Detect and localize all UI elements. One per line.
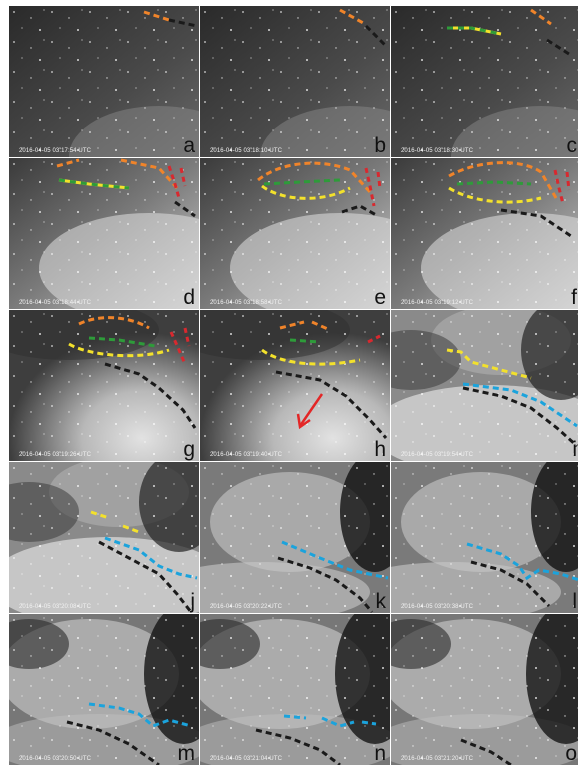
timestamp: 2016-04-05 03:18:10 UTC bbox=[210, 148, 283, 154]
panel-b: 2016-04-05 03:18:10 UTC b bbox=[200, 6, 390, 157]
boundary-overlay-l bbox=[466, 542, 578, 608]
panel-a: 2016-04-05 03:17:54 UTC a bbox=[9, 6, 199, 157]
panel-k: 2016-04-05 03:20:22 UTC k bbox=[200, 462, 390, 613]
panel-label: f bbox=[571, 286, 577, 309]
timestamp: 2016-04-05 03:19:40 UTC bbox=[210, 452, 283, 458]
timestamp: 2016-04-05 03:21:20 UTC bbox=[401, 756, 474, 762]
timestamp: 2016-04-05 03:20:22 UTC bbox=[210, 604, 283, 610]
panel-label: g bbox=[183, 438, 195, 461]
boundary-overlay-m bbox=[66, 702, 192, 765]
panel-label: d bbox=[183, 286, 195, 309]
panel-m: 2016-04-05 03:20:50 UTC m bbox=[9, 614, 199, 765]
timestamp: 2016-04-05 03:19:54 UTC bbox=[401, 452, 474, 458]
panel-label: i bbox=[572, 438, 577, 461]
panel-label: a bbox=[183, 134, 195, 157]
boundary-overlay-e bbox=[257, 161, 382, 218]
panel-e: 2016-04-05 03:18:58 UTC e bbox=[200, 158, 390, 309]
boundary-overlay-c bbox=[447, 8, 570, 56]
panel-label: c bbox=[566, 134, 578, 157]
boundary-overlay-d bbox=[56, 158, 196, 218]
timestamp: 2016-04-05 03:20:50 UTC bbox=[19, 756, 92, 762]
timestamp: 2016-04-05 03:21:04 UTC bbox=[210, 756, 283, 762]
boundary-overlay-h bbox=[261, 320, 388, 439]
panel-label: k bbox=[375, 590, 387, 613]
boundary-overlay-i bbox=[446, 348, 578, 448]
panel-g: 2016-04-05 03:19:26 UTC g bbox=[9, 310, 199, 461]
panel-label: m bbox=[177, 742, 196, 765]
timestamp: 2016-04-05 03:20:08 UTC bbox=[19, 604, 92, 610]
panel-j: 2016-04-05 03:20:08 UTC j bbox=[9, 462, 199, 613]
arrow-icon bbox=[298, 393, 324, 427]
panel-i: 2016-04-05 03:19:54 UTC i bbox=[391, 310, 578, 461]
timestamp: 2016-04-05 03:18:58 UTC bbox=[210, 300, 283, 306]
boundary-overlay-f bbox=[448, 161, 572, 238]
timestamp: 2016-04-05 03:20:38 UTC bbox=[401, 604, 474, 610]
timestamp: 2016-04-05 03:18:44 UTC bbox=[19, 300, 92, 306]
panel-o: 2016-04-05 03:21:20 UTC o bbox=[391, 614, 578, 765]
panel-h: 2016-04-05 03:19:40 UTC h bbox=[200, 310, 390, 461]
panel-l: 2016-04-05 03:20:38 UTC l bbox=[391, 462, 578, 613]
panel-label: h bbox=[374, 438, 386, 461]
boundary-overlay-k bbox=[277, 540, 389, 613]
boundary-overlay-n bbox=[255, 714, 377, 765]
panel-label: n bbox=[374, 742, 386, 765]
timestamp: 2016-04-05 03:18:30 UTC bbox=[401, 148, 474, 154]
panel-label: j bbox=[190, 590, 195, 613]
boundary-overlay-g bbox=[68, 316, 197, 429]
boundary-overlay-b bbox=[339, 8, 388, 48]
boundary-overlay-o bbox=[460, 738, 512, 765]
panel-n: 2016-04-05 03:21:04 UTC n bbox=[200, 614, 390, 765]
panel-label: l bbox=[572, 590, 577, 613]
panel-f: 2016-04-05 03:19:12 UTC f bbox=[391, 158, 578, 309]
boundary-overlay-j bbox=[90, 510, 198, 613]
panel-c: 2016-04-05 03:18:30 UTC c bbox=[391, 6, 578, 157]
boundary-overlay-a bbox=[143, 10, 198, 28]
timestamp: 2016-04-05 03:19:12 UTC bbox=[401, 300, 474, 306]
panel-label: e bbox=[374, 286, 386, 309]
panel-d: 2016-04-05 03:18:44 UTC d bbox=[9, 158, 199, 309]
panel-label: b bbox=[374, 134, 386, 157]
panel-label: o bbox=[565, 742, 577, 765]
timestamp: 2016-04-05 03:19:26 UTC bbox=[19, 452, 92, 458]
timestamp: 2016-04-05 03:17:54 UTC bbox=[19, 148, 92, 154]
